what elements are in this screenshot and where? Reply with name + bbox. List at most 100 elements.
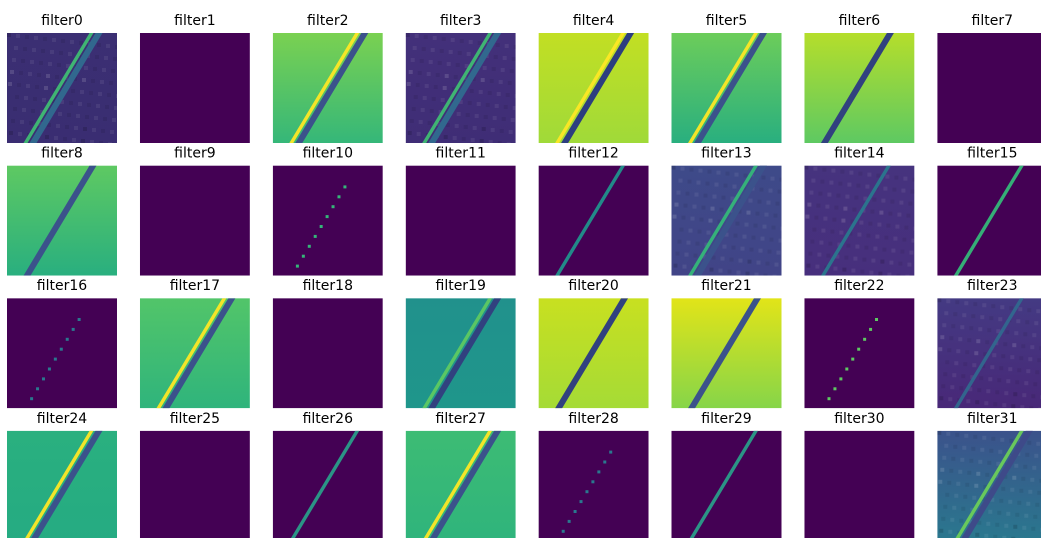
filter-title: filter26 xyxy=(303,411,353,427)
dot xyxy=(609,451,612,454)
filter-title: filter23 xyxy=(967,278,1017,294)
image-background xyxy=(804,431,914,538)
filter-title: filter13 xyxy=(701,146,751,162)
filter-title: filter18 xyxy=(303,278,353,294)
dot xyxy=(78,318,81,321)
filter-panel: filter12 xyxy=(539,146,649,276)
filter-title: filter25 xyxy=(170,411,220,427)
filter-title: filter24 xyxy=(37,411,87,427)
filter-image xyxy=(539,298,649,408)
filter-title: filter8 xyxy=(41,146,82,162)
dot xyxy=(863,338,866,341)
filter-title: filter3 xyxy=(440,13,481,29)
dot xyxy=(869,328,872,331)
filter-title: filter27 xyxy=(436,411,486,427)
dot xyxy=(326,215,329,218)
filter-image xyxy=(406,166,516,276)
image-background xyxy=(273,298,383,408)
image-background xyxy=(273,33,383,143)
filter-image xyxy=(937,166,1041,276)
dot xyxy=(314,235,317,238)
figure: filter0 filter1 filter2 filter3 filter4 filte… xyxy=(0,0,1041,538)
image-background xyxy=(406,298,516,408)
filter-title: filter1 xyxy=(174,13,215,29)
filter-image xyxy=(804,431,914,538)
filter-panel: filter1 xyxy=(140,13,250,143)
filter-image xyxy=(7,166,117,276)
filter-image xyxy=(273,431,383,538)
filter-image xyxy=(539,33,649,143)
filter-title: filter4 xyxy=(573,13,615,29)
dot xyxy=(580,500,583,503)
dot xyxy=(597,470,600,473)
filter-panel: filter25 xyxy=(140,411,250,538)
filter-panel: filter13 xyxy=(672,146,785,279)
filter-image xyxy=(672,298,782,408)
dot xyxy=(296,265,299,268)
dot xyxy=(337,195,340,198)
image-background xyxy=(937,33,1041,143)
filter-image xyxy=(406,33,519,146)
filter-title: filter2 xyxy=(307,13,348,29)
filter-image xyxy=(539,166,649,276)
filter-title: filter28 xyxy=(568,411,618,427)
image-background xyxy=(273,166,383,276)
filter-image xyxy=(7,431,117,538)
dot xyxy=(72,328,75,331)
filter-panel: filter15 xyxy=(937,146,1041,276)
filter-panel: filter9 xyxy=(140,146,250,276)
dot xyxy=(48,368,51,371)
filter-title: filter15 xyxy=(967,146,1017,162)
filter-panel: filter18 xyxy=(273,278,383,408)
dot xyxy=(585,490,588,493)
filter-panel: filter21 xyxy=(672,278,782,408)
filter-panel: filter29 xyxy=(672,411,782,538)
dot xyxy=(30,397,33,400)
filter-title: filter10 xyxy=(303,146,353,162)
dot xyxy=(308,245,311,248)
dot xyxy=(591,480,594,483)
filter-panel: filter28 xyxy=(539,411,649,538)
image-background xyxy=(273,431,383,538)
filter-title: filter9 xyxy=(174,146,215,162)
filter-title: filter11 xyxy=(436,146,486,162)
filter-image xyxy=(273,166,383,276)
filter-panel: filter27 xyxy=(406,411,516,538)
filter-image xyxy=(273,33,383,143)
filter-panel: filter26 xyxy=(273,411,383,538)
filter-title: filter21 xyxy=(701,278,751,294)
image-background xyxy=(140,431,250,538)
image-background xyxy=(7,431,117,538)
filter-image xyxy=(140,298,250,408)
dot xyxy=(857,348,860,351)
image-background xyxy=(539,33,649,143)
filter-panel: filter10 xyxy=(273,146,383,276)
dot xyxy=(54,358,57,361)
filter-panel: filter5 xyxy=(672,13,782,143)
dot xyxy=(36,387,39,390)
dot xyxy=(343,185,346,188)
filter-panel: filter2 xyxy=(273,13,383,143)
filter-title: filter22 xyxy=(834,278,884,294)
dot xyxy=(875,318,878,321)
filter-title: filter0 xyxy=(41,13,82,29)
filter-title: filter16 xyxy=(37,278,87,294)
filter-image xyxy=(672,166,785,279)
dot xyxy=(851,358,854,361)
dot xyxy=(845,368,848,371)
dot xyxy=(332,205,335,208)
image-background xyxy=(7,298,117,408)
filter-title: filter31 xyxy=(967,411,1017,427)
filter-title: filter14 xyxy=(834,146,884,162)
filter-title: filter30 xyxy=(834,411,884,427)
filter-panel: filter11 xyxy=(406,146,516,276)
filter-image xyxy=(140,166,250,276)
filter-image xyxy=(539,431,649,538)
dot xyxy=(60,348,63,351)
image-background xyxy=(804,298,914,408)
filter-panel: filter19 xyxy=(406,278,516,408)
image-background xyxy=(406,166,516,276)
filter-image xyxy=(273,298,383,408)
dot xyxy=(42,377,45,380)
filter-image xyxy=(7,298,117,408)
